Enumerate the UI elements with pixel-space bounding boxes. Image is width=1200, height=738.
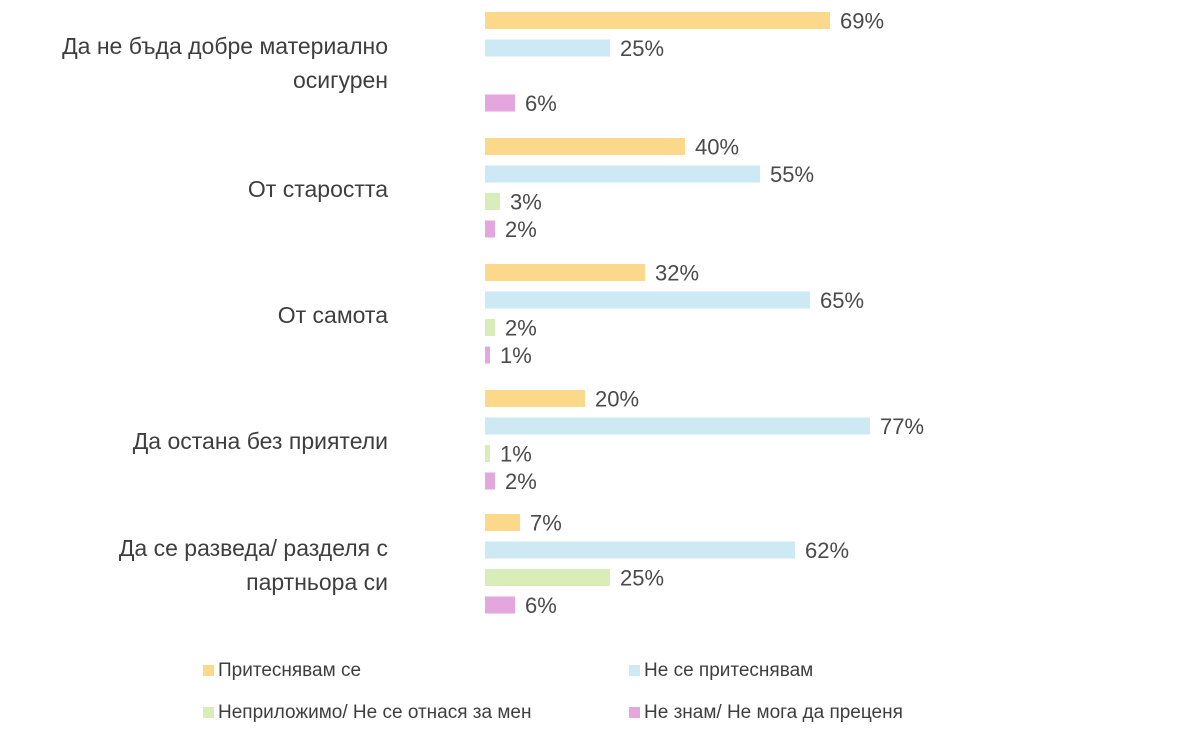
bar-dont-know bbox=[485, 346, 490, 364]
data-label: 20% bbox=[595, 387, 639, 412]
category-label-line: Да се разведа/ разделя с bbox=[119, 535, 388, 561]
category-label: Да се разведа/ разделя с партньора си bbox=[119, 535, 388, 595]
data-label: 3% bbox=[510, 190, 542, 215]
legend-swatch-not-worried bbox=[629, 665, 640, 676]
bar-worried bbox=[485, 264, 645, 281]
legend-label-not-worried: Не се притеснявам bbox=[644, 660, 813, 681]
bar-worried bbox=[485, 138, 685, 155]
category-label-line: партньора си bbox=[246, 569, 388, 595]
data-label: 32% bbox=[655, 261, 699, 286]
bar-not-worried bbox=[485, 291, 810, 309]
bar-worried bbox=[485, 514, 520, 531]
data-label: 6% bbox=[525, 593, 557, 618]
bar-not-worried bbox=[485, 417, 870, 435]
data-label: 40% bbox=[695, 135, 739, 160]
data-label: 62% bbox=[805, 538, 849, 563]
bar-not-applicable bbox=[485, 569, 610, 586]
data-label: 25% bbox=[620, 566, 664, 591]
data-label: 1% bbox=[500, 343, 532, 368]
data-label: 7% bbox=[530, 511, 562, 536]
legend-swatch-not-applicable bbox=[203, 707, 214, 718]
bar-worried bbox=[485, 390, 585, 407]
bar-not-applicable bbox=[485, 319, 495, 336]
category-label-line: Да не бъда добре материално bbox=[62, 33, 388, 59]
legend-swatch-dont-know bbox=[629, 707, 640, 718]
category-label: От самота bbox=[278, 302, 388, 328]
category-label: Да остана без приятели bbox=[133, 428, 388, 454]
data-label: 2% bbox=[505, 316, 537, 341]
bar-not-applicable bbox=[485, 193, 500, 210]
legend-label-not-applicable: Неприложимо/ Не се отнася за мен bbox=[218, 702, 532, 723]
bar-not-worried bbox=[485, 165, 760, 183]
data-label: 55% bbox=[770, 162, 814, 187]
category-label: Да не бъда добре материално осигурен bbox=[62, 33, 388, 93]
category-label: От старостта bbox=[248, 176, 388, 202]
data-label: 77% bbox=[880, 414, 924, 439]
bar-dont-know bbox=[485, 472, 495, 490]
bar-dont-know bbox=[485, 596, 515, 614]
data-label: 65% bbox=[820, 288, 864, 313]
bar-dont-know bbox=[485, 220, 495, 238]
category-label-line: Да остана без приятели bbox=[133, 428, 388, 454]
data-label: 2% bbox=[505, 217, 537, 242]
data-label: 69% bbox=[840, 9, 884, 34]
bar-worried bbox=[485, 12, 830, 29]
legend-label-worried: Притеснявам се bbox=[218, 660, 361, 681]
data-label: 25% bbox=[620, 36, 664, 61]
bar-not-worried bbox=[485, 39, 610, 57]
legend-swatch-worried bbox=[203, 665, 214, 676]
category-label-line: осигурен bbox=[293, 67, 388, 93]
bar-not-worried bbox=[485, 541, 795, 559]
category-label-line: От старостта bbox=[248, 176, 388, 202]
data-label: 1% bbox=[500, 442, 532, 467]
legend-label-dont-know: Не знам/ Не мога да преценя bbox=[644, 702, 903, 723]
bar-dont-know bbox=[485, 94, 515, 112]
bar-not-applicable bbox=[485, 445, 490, 462]
data-label: 6% bbox=[525, 91, 557, 116]
data-label: 2% bbox=[505, 469, 537, 494]
category-label-line: От самота bbox=[278, 302, 388, 328]
